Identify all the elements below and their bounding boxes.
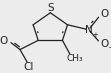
Text: -: - [108,43,111,52]
Text: S: S [47,4,54,14]
Text: Cl: Cl [23,62,33,72]
Text: O: O [0,36,8,46]
Text: CH₃: CH₃ [66,54,83,63]
Text: N: N [85,25,93,35]
Text: O: O [101,39,109,49]
Text: +: + [92,32,98,38]
Text: O: O [101,9,109,19]
